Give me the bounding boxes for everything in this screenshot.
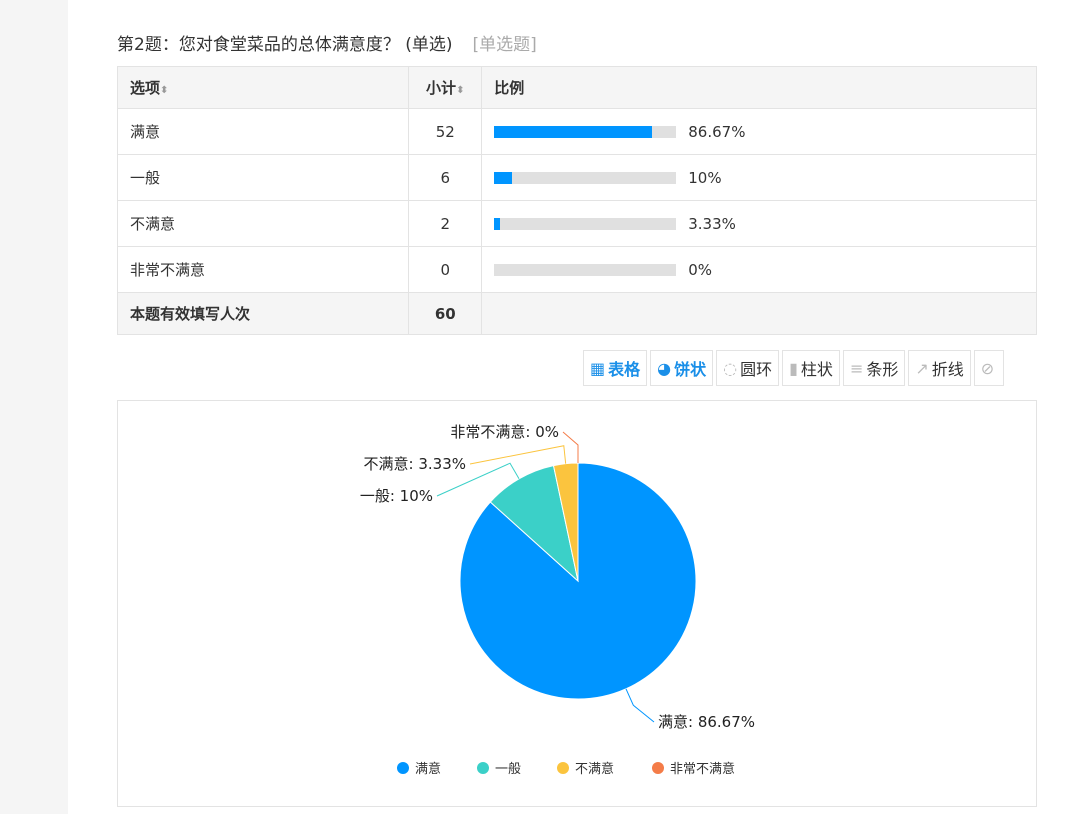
- bar-chart-icon: ▮: [789, 358, 798, 378]
- legend-label[interactable]: 不满意: [575, 761, 614, 777]
- hide-icon: ⊘: [980, 358, 995, 378]
- question-title: 第2题：您对食堂菜品的总体满意度？ (单选) [单选题]: [117, 30, 537, 55]
- label-leader-line: [625, 688, 655, 723]
- table-footer: 本题有效填写人次 60: [116, 292, 1037, 335]
- option-label: 不满意: [116, 200, 410, 247]
- pie-slice[interactable]: [489, 464, 579, 583]
- chart-type-hide-button[interactable]: ⊘: [973, 350, 1005, 386]
- percent-cell: 0%: [481, 246, 1037, 293]
- legend-marker[interactable]: [477, 762, 489, 774]
- chart-type-table-button[interactable]: ▦ 表格: [583, 350, 648, 386]
- sort-icon[interactable]: ⬍: [160, 85, 169, 96]
- donut-icon: ◌: [723, 358, 738, 378]
- chart-type-donut-button[interactable]: ◌ 圆环: [716, 350, 780, 386]
- option-label: 非常不满意: [116, 246, 410, 293]
- table-row: 非常不满意 0 0%: [116, 246, 1037, 293]
- legend-marker[interactable]: [557, 762, 569, 774]
- table-row: 不满意 2 3.33%: [116, 200, 1037, 247]
- slice-label: 非常不满意: 0%: [450, 423, 559, 441]
- left-sidebar: [0, 0, 68, 814]
- pie-chart: 满意: 86.67% 满意 一般: 10% 一般 不满意: 3.33% 不满意 非常不满意:…: [360, 423, 755, 777]
- question-text: 第2题：您对食堂菜品的总体满意度？ (单选): [117, 35, 453, 55]
- legend-label[interactable]: 一般: [495, 761, 521, 777]
- label-leader-line: [436, 462, 520, 497]
- table-row: 满意 52 86.67%: [116, 108, 1037, 155]
- slice-label: 一般: 10%: [360, 487, 433, 505]
- results-table: 选项⬍ 小计⬍ 比例 满意 52 86.67% 一般 6 10% 不满意 2 3.33% 非常不满…: [116, 66, 1037, 335]
- percent-text: 86.67%: [688, 122, 746, 141]
- chart-type-bar-chart-button[interactable]: ▮ 柱状: [782, 350, 840, 386]
- slice-label: 满意: 86.67%: [658, 713, 755, 731]
- label-leader-line: [469, 445, 567, 465]
- percent-text: 0%: [688, 260, 713, 279]
- chart-container: 满意: 86.67% 满意 一般: 10% 一般 不满意: 3.33% 不满意 非常不满意:…: [117, 400, 1037, 807]
- pie-icon: ◕: [657, 358, 672, 378]
- percent-cell: 3.33%: [481, 200, 1037, 247]
- footer-label: 本题有效填写人次: [116, 292, 410, 335]
- question-type-tag: [单选题]: [472, 35, 537, 55]
- percent-cell: 86.67%: [481, 108, 1037, 155]
- count: 52: [408, 108, 483, 155]
- percent-bar: [494, 171, 677, 184]
- legend-marker[interactable]: [652, 762, 664, 774]
- percent-text: 3.33%: [688, 214, 736, 233]
- legend-label[interactable]: 满意: [415, 761, 441, 777]
- chart-type-pie-button[interactable]: ◕ 饼状: [650, 350, 714, 386]
- option-label: 一般: [116, 154, 410, 201]
- percent-cell: 10%: [481, 154, 1037, 201]
- percent-bar: [494, 125, 677, 138]
- option-label: 满意: [116, 108, 410, 155]
- chart-type-toolbar: ▦ 表格 ◕ 饼状 ◌ 圆环 ▮ 柱状 ≡ 条形 ↗ 折线 ⊘: [583, 350, 1005, 386]
- horizontal-bar-icon: ≡: [849, 358, 864, 378]
- percent-bar: [494, 263, 677, 276]
- chart-type-line-chart-button[interactable]: ↗ 折线: [908, 350, 971, 386]
- header-count[interactable]: 小计⬍: [408, 66, 483, 109]
- legend-marker[interactable]: [397, 762, 409, 774]
- legend-label[interactable]: 非常不满意: [670, 761, 735, 777]
- table-row: 一般 6 10%: [116, 154, 1037, 201]
- table-icon: ▦: [590, 358, 606, 378]
- header-percent: 比例: [481, 66, 1037, 109]
- footer-count: 60: [408, 292, 483, 335]
- header-option[interactable]: 选项⬍: [116, 66, 410, 109]
- count: 6: [408, 154, 483, 201]
- line-chart-icon: ↗: [915, 358, 929, 378]
- sort-icon[interactable]: ⬍: [456, 85, 465, 96]
- count: 0: [408, 246, 483, 293]
- chart-type-horizontal-bar-button[interactable]: ≡ 条形: [842, 350, 906, 386]
- percent-bar: [494, 217, 677, 230]
- label-leader-line: [562, 431, 579, 463]
- percent-text: 10%: [688, 168, 722, 187]
- count: 2: [408, 200, 483, 247]
- slice-label: 不满意: 3.33%: [364, 455, 466, 473]
